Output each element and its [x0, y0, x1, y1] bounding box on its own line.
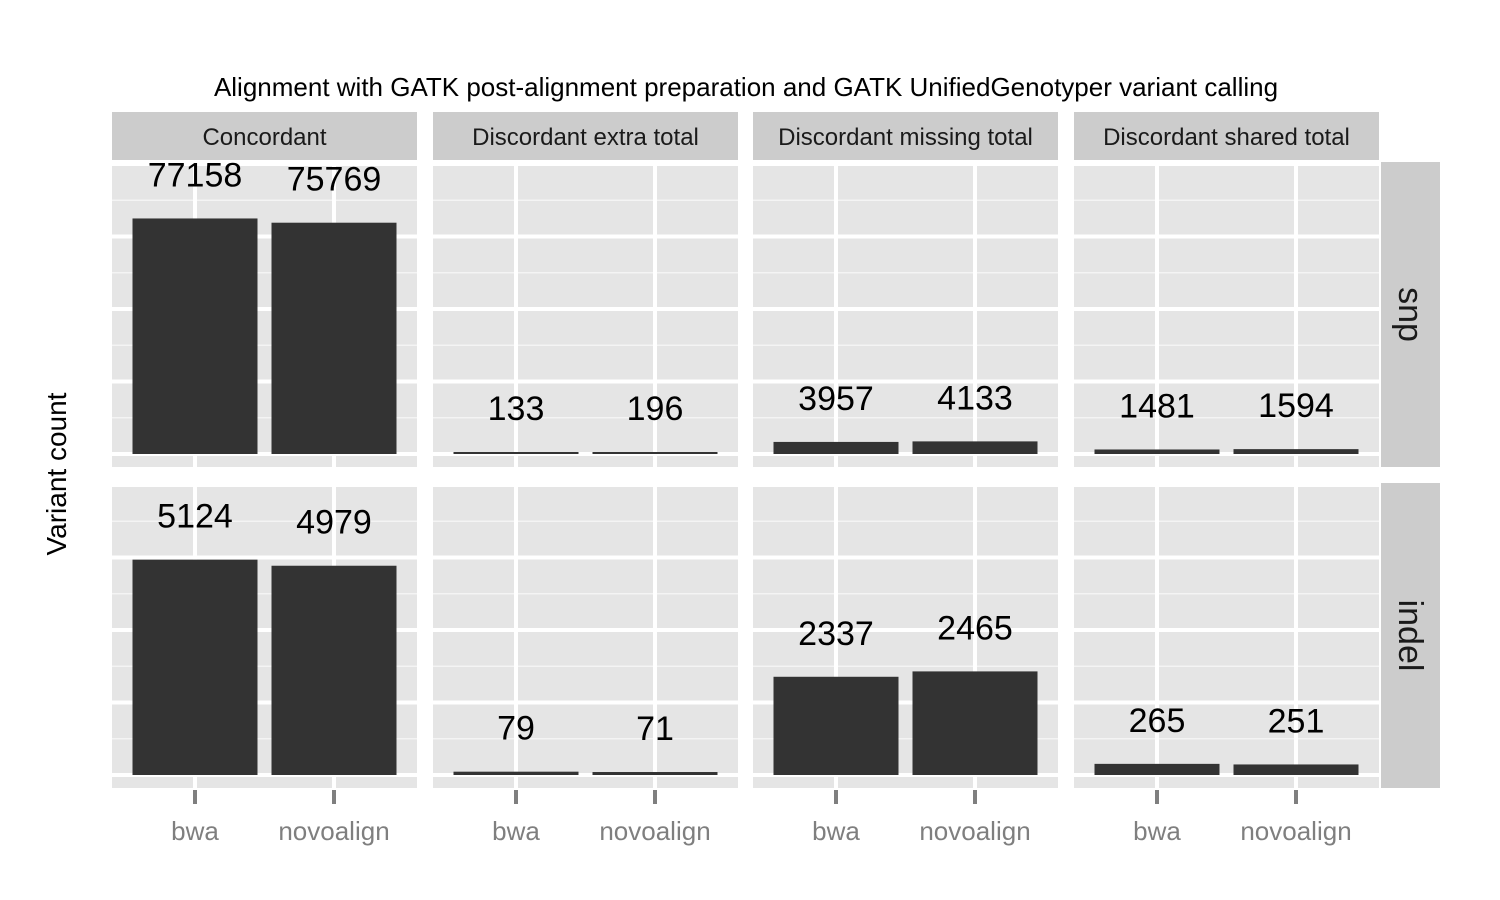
x-tick-label: bwa: [171, 816, 219, 846]
bar-snp-bwa: [773, 441, 899, 454]
x-tick-label: novoalign: [599, 816, 710, 846]
bar-snp-bwa: [1094, 449, 1220, 454]
bar-value-label: 4979: [296, 504, 372, 542]
row-strip: [1381, 162, 1440, 467]
chart-title: Alignment with GATK post-alignment prepa…: [214, 72, 1278, 102]
bar-indel-bwa: [132, 559, 258, 775]
column-strip: [433, 112, 738, 160]
bar-snp-bwa: [453, 452, 579, 454]
bar-snp-novoalign: [1233, 449, 1359, 454]
row-strip-label: indel: [1391, 600, 1429, 672]
bar-snp-bwa: [132, 218, 258, 454]
bar-snp-novoalign: [271, 222, 397, 454]
bar-value-label: 265: [1129, 702, 1186, 740]
panel-background: [1074, 483, 1379, 788]
column-strip: [753, 112, 1058, 160]
bar-value-label: 79: [497, 710, 535, 748]
x-tick-label: bwa: [1133, 816, 1181, 846]
bar-value-label: 75769: [287, 161, 382, 199]
bar-snp-novoalign: [912, 441, 1038, 454]
bar-indel-novoalign: [912, 671, 1038, 775]
facet-grid: Concordant Discordant extra total Discorda…: [112, 112, 1440, 846]
panel-background: [753, 162, 1058, 467]
panel-background: [433, 162, 738, 467]
bar-value-label: 77158: [148, 156, 243, 194]
row-strip: [1381, 483, 1440, 788]
bar-indel-novoalign: [271, 565, 397, 775]
bar-value-label: 251: [1268, 702, 1325, 740]
bar-indel-bwa: [773, 676, 899, 775]
bar-indel-novoalign: [1233, 764, 1359, 775]
y-axis-label: Variant count: [41, 392, 72, 555]
panel-background: [433, 483, 738, 788]
column-strip-label: Discordant missing total: [778, 124, 1033, 151]
bar-value-label: 2337: [798, 615, 874, 653]
bar-value-label: 71: [636, 710, 674, 748]
bar-value-label: 133: [488, 390, 545, 428]
column-strip-label: Concordant: [202, 124, 326, 151]
bar-indel-novoalign: [592, 772, 718, 775]
bar-value-label: 5124: [157, 498, 233, 536]
x-tick-label: novoalign: [1240, 816, 1351, 846]
column-strip-label: Discordant shared total: [1103, 124, 1350, 151]
x-tick-label: novoalign: [278, 816, 389, 846]
bar-value-label: 3957: [798, 380, 874, 418]
bar-value-label: 1594: [1258, 387, 1334, 425]
column-strip: [1074, 112, 1379, 160]
bar-value-label: 1481: [1119, 387, 1195, 425]
column-strip: [112, 112, 417, 160]
panel-background: [1074, 162, 1379, 467]
bar-indel-bwa: [453, 771, 579, 775]
column-strip-label: Discordant extra total: [472, 124, 699, 151]
bar-value-label: 4133: [937, 379, 1013, 417]
bar-value-label: 2465: [937, 609, 1013, 647]
x-tick-label: novoalign: [919, 816, 1030, 846]
x-tick-label: bwa: [812, 816, 860, 846]
row-strip-label: snp: [1391, 287, 1429, 342]
bar-indel-bwa: [1094, 763, 1220, 775]
bar-value-label: 196: [627, 390, 684, 428]
x-tick-label: bwa: [492, 816, 540, 846]
bar-snp-novoalign: [592, 452, 718, 454]
